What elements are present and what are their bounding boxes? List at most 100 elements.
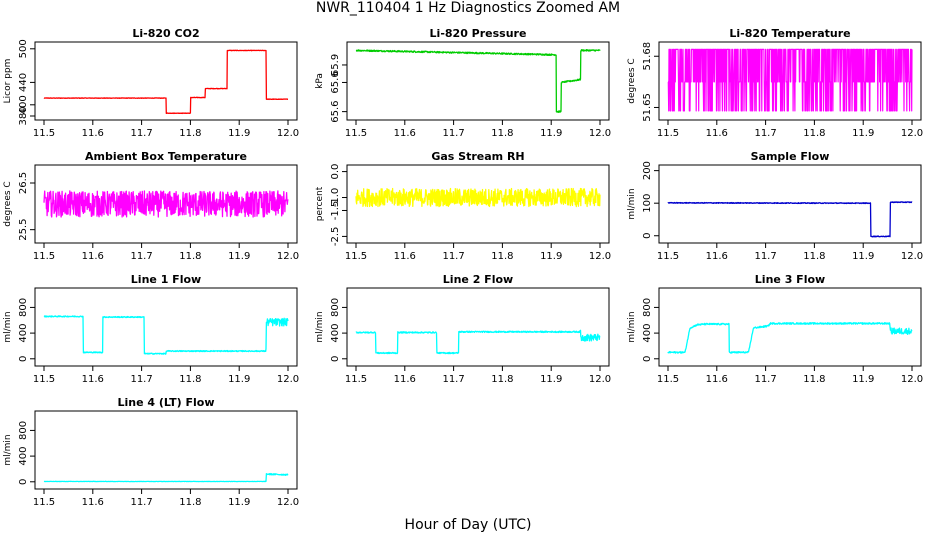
x-tick-label: 11.9: [540, 128, 562, 139]
y-tick-label: 200: [642, 161, 653, 180]
x-tick-label: 11.7: [130, 251, 152, 262]
x-tick-label: 11.5: [657, 251, 679, 262]
series-line: [667, 322, 913, 354]
y-tick-label: 51.68: [642, 42, 653, 71]
x-tick-label: 11.8: [179, 497, 201, 508]
panel-1: Li-820 CO2 Licor ppm 11.5 11.6 11.7 11.8 11.9 1…: [3, 27, 299, 139]
y-tick-label: 400: [330, 324, 341, 343]
x-tick-label: 11.6: [82, 251, 104, 262]
x-tick-label: 11.5: [345, 128, 367, 139]
x-tick-label: 11.7: [130, 374, 152, 385]
panel-3: Li-820 Temperature degrees C 11.5 11.6 11.7 1…: [627, 27, 923, 139]
panel-4: Ambient Box Temperature degrees C 11.5 11.6…: [3, 150, 299, 262]
x-tick-label: 12.0: [589, 128, 611, 139]
series-line: [355, 187, 601, 208]
x-tick-label: 11.8: [179, 374, 201, 385]
panel-title: Line 2 Flow: [443, 273, 513, 286]
y-tick-label: 0: [642, 233, 653, 239]
y-axis-label: degrees C: [627, 58, 637, 103]
series-line: [43, 472, 289, 483]
y-tick-label: 0: [18, 356, 29, 362]
x-tick-label: 11.7: [754, 128, 776, 139]
series-line: [355, 329, 601, 355]
y-tick-label: 400: [18, 95, 29, 114]
x-tick-label: 11.6: [82, 497, 104, 508]
y-tick-label: 800: [18, 298, 29, 317]
x-tick-label: 11.5: [33, 251, 55, 262]
x-tick-label: 11.6: [394, 374, 416, 385]
y-tick-label: 800: [330, 298, 341, 317]
y-tick-label: -1.5: [330, 201, 341, 221]
panel-frame: [346, 287, 610, 367]
y-tick-label: 400: [642, 324, 653, 343]
y-tick-label: 65.6: [330, 100, 341, 122]
x-tick-label: 11.9: [540, 251, 562, 262]
panel-7: Line 1 Flow ml/min 11.5 11.6 11.7 11.8 11.9 12.…: [3, 273, 299, 385]
x-tick-label: 11.6: [706, 128, 728, 139]
panel-title: Ambient Box Temperature: [85, 150, 247, 163]
x-tick-label: 12.0: [901, 251, 923, 262]
y-axis-label: ml/min: [627, 188, 637, 219]
panel-title: Li-820 Temperature: [729, 27, 850, 40]
panel-10: Line 4 (LT) Flow ml/min 11.5 11.6 11.7 11.8 11…: [3, 396, 299, 508]
x-axis-label: Hour of Day (UTC): [404, 517, 532, 533]
series-line: [43, 190, 289, 218]
x-tick-label: 11.7: [130, 497, 152, 508]
x-tick-label: 11.5: [657, 374, 679, 385]
y-axis-label: kPa: [315, 73, 325, 89]
x-tick-label: 11.6: [706, 251, 728, 262]
y-tick-label: 500: [18, 39, 29, 58]
y-tick-label: 51.65: [642, 93, 653, 122]
y-axis-label: ml/min: [3, 434, 13, 465]
x-tick-label: 11.5: [33, 374, 55, 385]
x-tick-label: 11.6: [394, 128, 416, 139]
x-tick-label: 11.9: [228, 251, 250, 262]
x-tick-label: 11.8: [179, 251, 201, 262]
x-tick-label: 11.9: [540, 374, 562, 385]
y-tick-label: 800: [18, 421, 29, 440]
x-tick-label: 11.6: [706, 374, 728, 385]
y-tick-label: 0: [330, 356, 341, 362]
panel-title: Sample Flow: [751, 150, 830, 163]
y-tick-label: 400: [18, 324, 29, 343]
x-tick-label: 11.5: [345, 374, 367, 385]
panel-title: Line 1 Flow: [131, 273, 201, 286]
x-tick-label: 11.5: [33, 128, 55, 139]
x-tick-label: 11.6: [82, 374, 104, 385]
panel-title: Line 3 Flow: [755, 273, 825, 286]
y-tick-label: 0.0: [330, 164, 341, 180]
panel-2: Li-820 Pressure kPa 11.5 11.6 11.7 11.8 11.9 12…: [315, 27, 611, 139]
y-axis-label: ml/min: [315, 311, 325, 342]
x-tick-label: 11.7: [130, 128, 152, 139]
x-tick-label: 11.9: [228, 374, 250, 385]
y-tick-label: 65.6: [330, 71, 341, 93]
panel-frame: [34, 410, 298, 490]
x-tick-label: 11.5: [657, 128, 679, 139]
y-tick-label: 65.9: [330, 54, 341, 76]
panel-frame: [658, 164, 922, 244]
x-tick-label: 11.8: [491, 128, 513, 139]
panel-frame: [34, 287, 298, 367]
x-tick-label: 12.0: [589, 374, 611, 385]
x-tick-label: 11.5: [33, 497, 55, 508]
y-tick-label: 26.5: [18, 172, 29, 194]
x-tick-label: 11.7: [442, 374, 464, 385]
panel-frame: [34, 41, 298, 121]
x-tick-label: 12.0: [277, 251, 299, 262]
x-tick-label: 12.0: [277, 497, 299, 508]
y-tick-label: 440: [18, 73, 29, 92]
figure-title: NWR_110404 1 Hz Diagnostics Zoomed AM: [315, 0, 621, 16]
series-line: [43, 315, 289, 355]
x-tick-label: 12.0: [277, 128, 299, 139]
series-line: [667, 48, 913, 112]
x-tick-label: 11.5: [345, 251, 367, 262]
x-tick-label: 11.8: [803, 374, 825, 385]
y-tick-label: 100: [642, 194, 653, 213]
panel-9: Line 3 Flow ml/min 11.5 11.6 11.7 11.8 11.9 12.…: [627, 273, 923, 385]
x-tick-label: 11.7: [442, 251, 464, 262]
x-tick-label: 12.0: [901, 128, 923, 139]
x-tick-label: 11.7: [754, 251, 776, 262]
y-axis-label: ml/min: [627, 311, 637, 342]
